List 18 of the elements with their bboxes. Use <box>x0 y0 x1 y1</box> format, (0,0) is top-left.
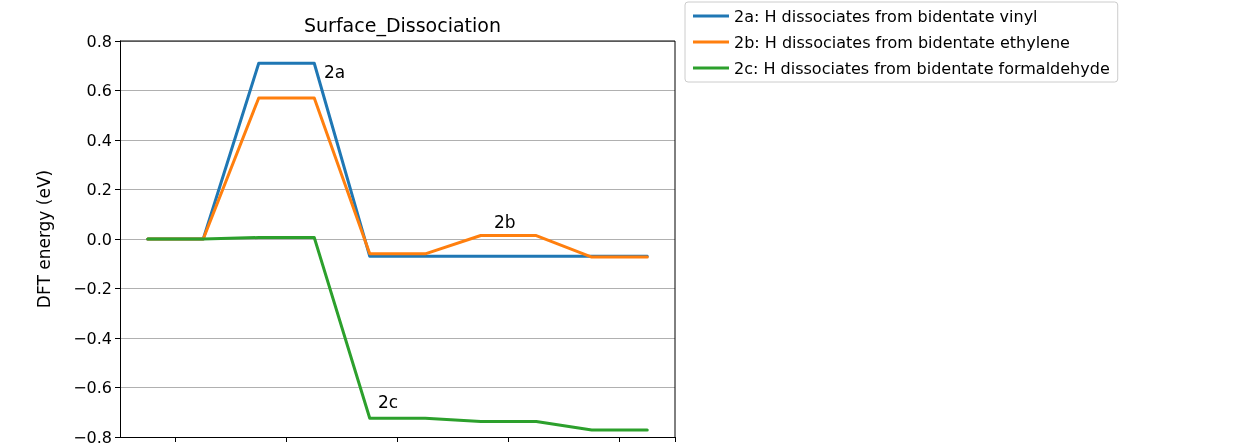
y-axis-title: DFT energy (eV) <box>33 169 54 309</box>
y-tick-label: −0.2 <box>73 279 112 298</box>
y-tick-label: 0.4 <box>86 130 112 150</box>
chart-title: Surface_Dissociation <box>304 13 501 37</box>
y-tick-label: 0.8 <box>86 31 112 51</box>
y-tick-label: −0.8 <box>73 427 112 447</box>
legend-label: 2b: H dissociates from bidentate ethylene <box>734 32 1070 52</box>
annotation: 2a <box>324 62 346 82</box>
y-tick-label: −0.6 <box>73 378 112 397</box>
y-tick-label: 0.2 <box>86 180 112 199</box>
line-series <box>146 236 649 432</box>
y-tick-label: 0.6 <box>86 81 112 100</box>
annotation: 2b <box>494 212 516 232</box>
y-tick-label: 0.0 <box>86 229 112 249</box>
annotation: 2c <box>378 392 399 412</box>
y-tick-label: −0.4 <box>73 328 112 348</box>
legend-label: 2a: H dissociates from bidentate vinyl <box>734 6 1038 26</box>
legend-label: 2c: H dissociates from bidentate formaldehyde <box>734 58 1110 78</box>
